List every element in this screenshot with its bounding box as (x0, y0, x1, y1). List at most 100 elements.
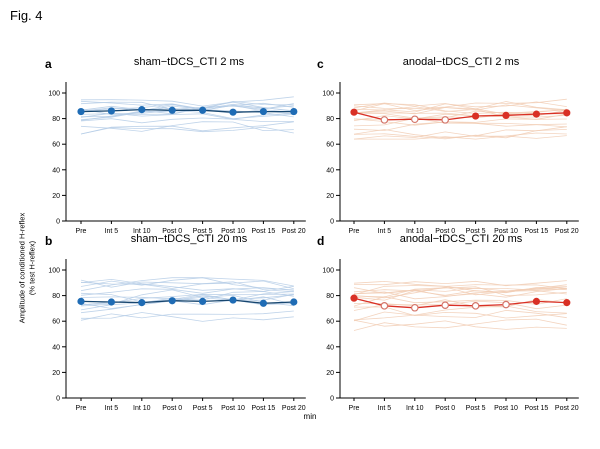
x-tick-label: Int 5 (105, 405, 119, 412)
y-tick-label: 60 (52, 319, 60, 326)
individual-line (353, 318, 567, 331)
mean-marker-open (411, 303, 419, 312)
individual-line (80, 126, 294, 135)
individual-lines (353, 280, 567, 331)
individual-line (353, 280, 567, 290)
individual-line (80, 294, 294, 309)
mean-marker-filled (229, 108, 237, 116)
y-tick-label: 100 (322, 268, 334, 275)
mean-line (353, 111, 567, 121)
panel-anodal-cti2: 0 20 40 60 80 100 Pre Int 5 Int 10 Post 0 Post 5 Po… (312, 55, 584, 251)
x-tick-label: Post 5 (193, 405, 213, 412)
mean-marker-filled (350, 294, 358, 302)
mean-line (80, 299, 294, 304)
x-axis-unit-label: min (303, 412, 317, 421)
x-tick-label: Post 20 (282, 405, 306, 412)
individual-line (353, 305, 567, 321)
individual-line (80, 101, 294, 110)
y-tick-label: 20 (52, 370, 60, 377)
mean-line (80, 108, 294, 113)
x-tick-label: Int 10 (406, 228, 424, 235)
individual-line (80, 113, 294, 124)
panel-d-letter: d (317, 234, 325, 248)
mean-marker-filled (259, 107, 267, 116)
figure-label: Fig. 4 (10, 8, 43, 23)
axes: 0 20 40 60 80 100 Pre Int 5 Int 10 Post 0 Post 5 Po… (322, 82, 579, 235)
y-tick-label: 0 (330, 219, 334, 226)
individual-line (353, 112, 567, 120)
panel-d-title: anodal−tDCS_CTI 20 ms (399, 233, 523, 245)
mean-marker-filled (350, 108, 358, 116)
panel-c-letter: c (317, 57, 324, 71)
individual-line (353, 300, 567, 311)
x-tick-label: Post 15 (252, 405, 276, 412)
mean-marker-filled (77, 297, 85, 305)
individual-line (353, 131, 567, 140)
y-tick-label: 100 (48, 91, 60, 98)
individual-line (353, 309, 567, 322)
panel-anodal-cti20: 0 20 40 60 80 100 Pre Int 5 Int 10 Post 0 Post 5 Po… (312, 232, 584, 428)
mean-series (350, 294, 571, 312)
individual-lines (80, 277, 294, 322)
panel-b-title: sham−tDCS_CTI 20 ms (130, 233, 248, 245)
mean-marker-open (380, 116, 389, 124)
individual-line (80, 103, 294, 118)
x-tick-label: Post 0 (435, 228, 455, 235)
individual-line (80, 102, 294, 112)
x-tick-label: Pre (349, 228, 360, 235)
panel-b-plot: 0 20 40 60 80 100 Pre Int 5 Int 10 Post 0 Post 5 Po… (48, 259, 306, 412)
mean-series (350, 108, 571, 124)
mean-line (353, 297, 567, 309)
individual-line (80, 310, 294, 321)
y-tick-label: 0 (330, 396, 334, 403)
mean-marker-open (441, 301, 450, 310)
x-tick-label: Post 10 (221, 405, 245, 412)
x-tick-label: Int 10 (133, 405, 151, 412)
mean-marker-filled (77, 107, 85, 116)
y-tick-label: 60 (52, 142, 60, 149)
panel-c-plot: 0 20 40 60 80 100 Pre Int 5 Int 10 Post 0 Post 5 Po… (322, 82, 579, 235)
individual-line (80, 112, 294, 123)
x-tick-label: Post 10 (221, 228, 245, 235)
mean-marker-filled (290, 298, 298, 306)
x-tick-label: Post 0 (162, 228, 182, 235)
individual-line (353, 287, 567, 298)
y-tick-label: 80 (326, 116, 334, 123)
x-tick-label: Int 10 (406, 405, 424, 412)
axes: 0 20 40 60 80 100 Pre Int 5 Int 10 Post 0 Post 5 Po… (48, 259, 306, 412)
individual-line (80, 292, 294, 303)
y-axis-title-line1: Amplitude of conditioned H-reflex (17, 212, 27, 324)
y-tick-label: 60 (326, 142, 334, 149)
mean-marker-filled (532, 110, 540, 118)
individual-line (353, 286, 567, 301)
mean-marker-filled (290, 107, 298, 116)
y-tick-label: 60 (326, 319, 334, 326)
mean-marker-filled (107, 107, 116, 115)
y-tick-label: 40 (326, 344, 334, 351)
x-tick-label: Post 10 (494, 405, 518, 412)
x-tick-label: Post 15 (252, 228, 276, 235)
panel-a-plot: 0 20 40 60 80 100 Pre Int 5 Int 10 Post 0 Post 5 Po… (48, 82, 306, 235)
x-tick-label: Pre (76, 228, 87, 235)
individual-line (353, 104, 567, 115)
individual-line (354, 135, 567, 140)
mean-marker-filled (259, 299, 267, 307)
mean-marker-filled (229, 296, 237, 304)
individual-line (353, 101, 567, 114)
y-tick-label: 80 (326, 293, 334, 300)
mean-marker-filled (138, 106, 146, 114)
panel-c-title: anodal−tDCS_CTI 2 ms (402, 56, 520, 68)
x-tick-label: Post 20 (555, 228, 579, 235)
y-tick-label: 20 (326, 193, 334, 200)
y-tick-label: 40 (52, 344, 60, 351)
x-tick-label: Post 5 (193, 228, 213, 235)
individual-line (80, 299, 294, 314)
y-tick-label: 0 (56, 396, 60, 403)
y-axis-title-line2: (% test H-reflex) (27, 240, 36, 296)
y-tick-label: 100 (48, 268, 60, 275)
individual-line (353, 280, 567, 287)
individual-line (353, 319, 567, 330)
panel-a-letter: a (45, 57, 52, 71)
individual-line (353, 286, 567, 299)
